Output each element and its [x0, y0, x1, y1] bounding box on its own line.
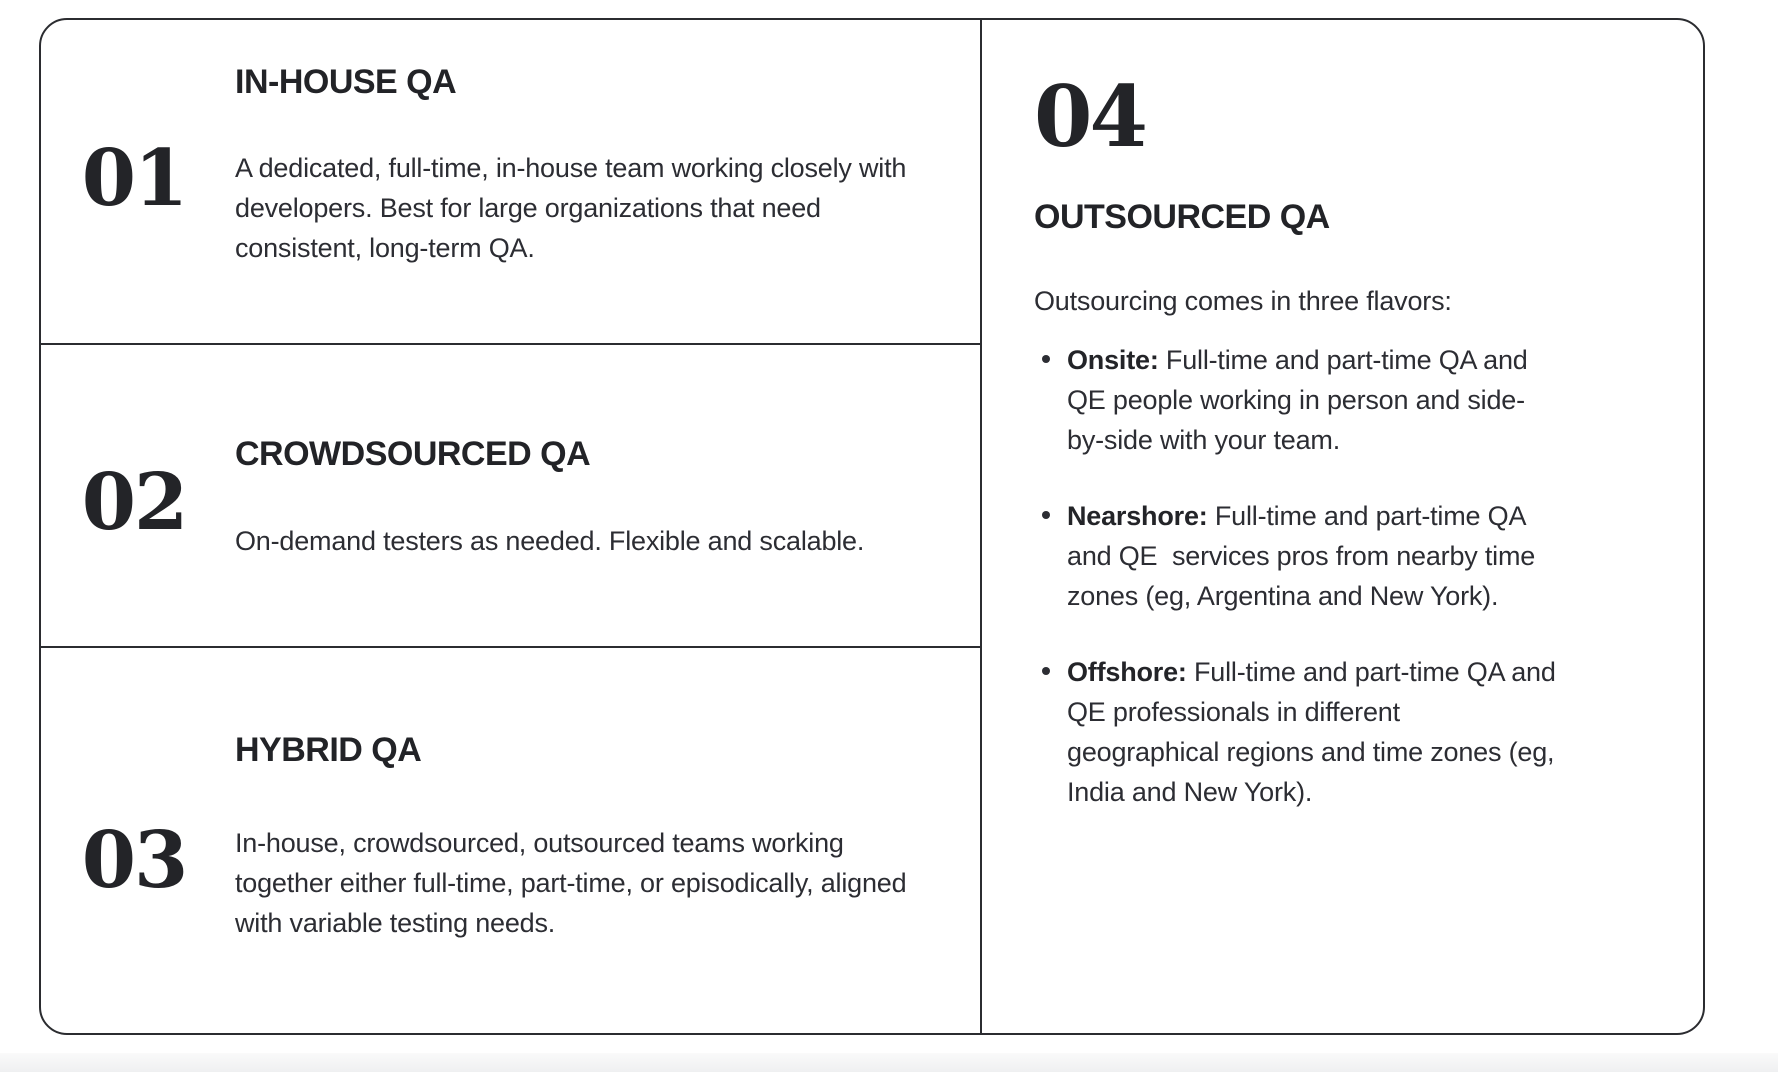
section-body: In-house, crowdsourced, outsourced teams…: [235, 828, 907, 938]
section-body: A dedicated, full-time, in-house team wo…: [235, 153, 907, 263]
section-content: HYBRID QA In-house, crowdsourced, outsou…: [235, 728, 907, 943]
flavor-item: Offshore: Full-time and part-time QA and…: [1034, 652, 1558, 812]
section-number: 02: [81, 457, 189, 548]
flavor-item: Onsite: Full-time and part-time QA and Q…: [1034, 340, 1558, 460]
qa-models-card: 01 IN-HOUSE QA A dedicated, full-time, i…: [39, 18, 1705, 1035]
section-intro: Outsourcing comes in three flavors:: [1034, 286, 1452, 316]
section-title: HYBRID QA: [235, 731, 422, 769]
section-content: CROWDSOURCED QA On-demand testers as nee…: [235, 432, 907, 561]
section-number: 01: [81, 133, 189, 224]
bullet-icon: [1042, 511, 1050, 519]
flavor-text: Full-time and part-time QA and QE people…: [1067, 345, 1535, 455]
section-hybrid-qa: 03 HYBRID QA In-house, crowdsourced, out…: [41, 648, 980, 1033]
section-outsourced-qa: 04 OUTSOURCED QA Outsourcing comes in th…: [982, 20, 1703, 1033]
flavor-item: Nearshore: Full-time and part-time QA an…: [1034, 496, 1558, 616]
flavor-lead: Nearshore:: [1067, 501, 1208, 531]
section-body: On-demand testers as needed. Flexible an…: [235, 526, 865, 556]
flavor-lead: Offshore:: [1067, 657, 1187, 687]
bullet-icon: [1042, 355, 1050, 363]
flavor-list: Onsite: Full-time and part-time QA and Q…: [1034, 340, 1558, 812]
section-title: IN-HOUSE QA: [235, 63, 457, 101]
section-in-house-qa: 01 IN-HOUSE QA A dedicated, full-time, i…: [41, 20, 980, 345]
flavor-lead: Onsite:: [1067, 345, 1159, 375]
section-title: CROWDSOURCED QA: [235, 435, 591, 473]
section-number: 03: [81, 815, 189, 906]
section-title: OUTSOURCED QA: [1034, 198, 1330, 236]
section-number: 04: [1034, 67, 1148, 166]
flavor-text: Full-time and part-time QA and QE servic…: [1067, 501, 1543, 611]
bullet-icon: [1042, 667, 1050, 675]
section-content: IN-HOUSE QA A dedicated, full-time, in-h…: [235, 60, 907, 268]
page-background-strip: [0, 1053, 1778, 1072]
section-crowdsourced-qa: 02 CROWDSOURCED QA On-demand testers as …: [41, 345, 980, 648]
left-column: 01 IN-HOUSE QA A dedicated, full-time, i…: [41, 20, 982, 1033]
flavor-text: Full-time and part-time QA and QE profes…: [1067, 657, 1563, 807]
